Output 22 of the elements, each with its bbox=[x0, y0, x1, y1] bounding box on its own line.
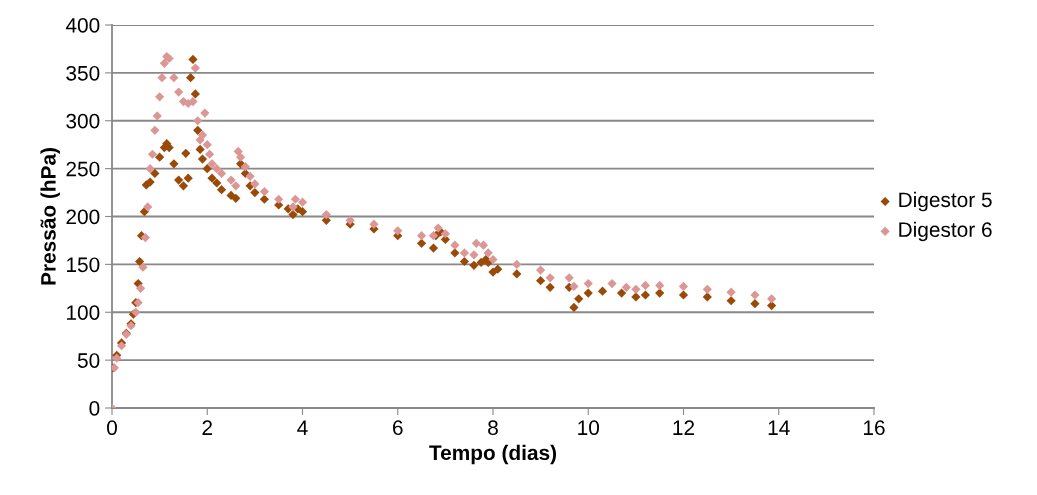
x-tick-label: 2 bbox=[202, 420, 212, 435]
y-tick-label: 300 bbox=[66, 113, 100, 129]
y-tick-label: 200 bbox=[66, 209, 100, 225]
y-tick-label: 50 bbox=[77, 353, 100, 368]
x-tick-label: 16 bbox=[864, 420, 885, 436]
x-tick-label: 12 bbox=[673, 420, 695, 435]
x-tick-label: 14 bbox=[768, 420, 790, 435]
y-tick-label: 350 bbox=[66, 65, 100, 81]
y-tick-label: 250 bbox=[66, 161, 100, 177]
y-tick-label: 0 bbox=[89, 401, 100, 416]
y-tick-label: 150 bbox=[67, 257, 100, 273]
x-tick-label: 8 bbox=[488, 420, 498, 436]
x-tick-label: 0 bbox=[107, 420, 117, 436]
y-tick-label: 400 bbox=[65, 18, 100, 33]
x-tick-label: 4 bbox=[297, 420, 308, 435]
y-axis-title: Pressão (hPa) bbox=[40, 148, 60, 285]
x-axis-title: Tempo (dias) bbox=[429, 444, 557, 465]
x-tick-label: 6 bbox=[393, 420, 403, 436]
y-tick-label: 100 bbox=[67, 305, 100, 320]
legend-label: Digestor 6 bbox=[899, 221, 992, 242]
legend-label: Digestor 5 bbox=[899, 191, 992, 212]
x-tick-label: 10 bbox=[578, 420, 600, 436]
